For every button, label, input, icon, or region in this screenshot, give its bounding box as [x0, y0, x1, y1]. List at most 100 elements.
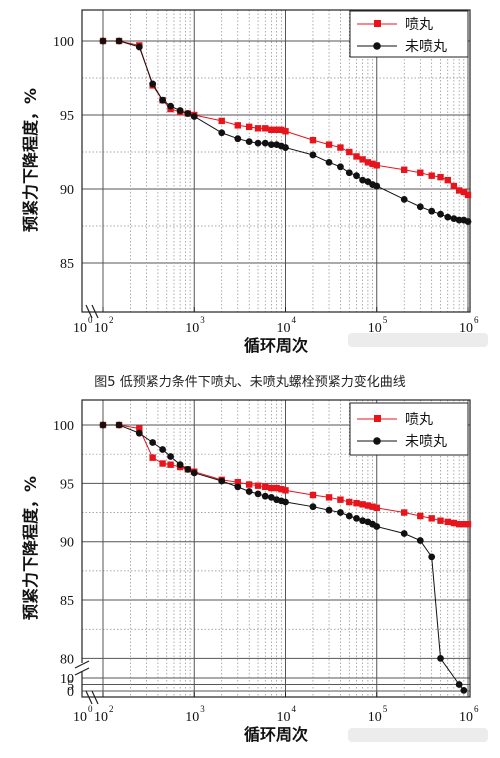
y-tick-label: 10: [60, 672, 74, 687]
data-point-square: [337, 496, 344, 503]
x-tick-exponent: 3: [200, 315, 205, 325]
chart-1-grid: [82, 10, 470, 312]
data-point-square: [437, 173, 444, 181]
data-point-circle: [149, 80, 157, 88]
data-point-circle: [245, 138, 253, 146]
data-point-circle: [234, 135, 242, 143]
y-tick-label: 95: [60, 477, 74, 492]
data-point-square: [364, 159, 372, 166]
chart-1-legend-box: [349, 10, 469, 58]
data-point-square: [149, 454, 156, 461]
data-point-circle: [325, 158, 333, 166]
data-point-circle: [190, 113, 198, 120]
data-point-circle: [437, 210, 444, 218]
watermark-blur-1: [348, 333, 488, 347]
x-tick-exponent: 3: [200, 704, 205, 714]
data-point-square: [167, 461, 174, 468]
data-point-square: [282, 487, 289, 494]
data-point-square: [282, 128, 289, 135]
data-point-square: [417, 512, 424, 520]
data-point-square: [278, 126, 285, 133]
x-tick-exponent: 4: [292, 704, 297, 714]
data-point-square: [309, 491, 317, 499]
data-point-square: [369, 160, 376, 168]
data-point-circle: [373, 182, 381, 190]
data-point-circle: [309, 151, 317, 159]
data-point-square: [369, 503, 376, 510]
data-point-circle: [159, 446, 167, 453]
y-tick-label: 90: [60, 536, 74, 551]
data-point-square: [254, 482, 262, 489]
data-point-circle: [345, 512, 353, 520]
x-tick-label: 10: [459, 710, 473, 725]
chart-2-y-axis-break: [74, 660, 90, 676]
data-point-circle: [218, 477, 226, 485]
data-point-circle: [176, 107, 184, 114]
legend-marker-square: [374, 20, 381, 27]
data-point-square: [346, 148, 353, 156]
data-point-square: [444, 518, 451, 526]
data-point-circle: [218, 129, 226, 137]
data-point-square: [268, 126, 275, 133]
chart-2-legend-label-shot: 喷丸: [405, 412, 433, 428]
data-point-square: [159, 460, 166, 467]
y-tick-label: 0: [67, 685, 74, 700]
data-point-circle: [437, 655, 444, 662]
data-point-circle: [359, 517, 367, 525]
x-tick-label: 10: [94, 710, 108, 725]
data-point-square: [450, 182, 458, 190]
data-point-square: [464, 191, 472, 199]
data-point-circle: [282, 144, 289, 151]
chart-1-legend-label-unshot: 未喷丸: [405, 39, 447, 55]
x-tick-exponent: 4: [292, 315, 297, 325]
data-point-circle: [309, 503, 317, 511]
x-tick-label: 10: [73, 710, 87, 725]
data-point-square: [428, 172, 435, 179]
data-point-square: [346, 498, 353, 506]
data-point-square: [337, 144, 344, 151]
data-point-circle: [450, 215, 458, 223]
chart-1-x-axis-title: 循环周次: [244, 336, 308, 355]
data-point-circle: [267, 493, 275, 501]
data-point-circle: [135, 429, 143, 437]
x-tick-label: 10: [277, 710, 291, 725]
x-tick-exponent: 2: [109, 315, 114, 325]
y-tick-label: 95: [60, 109, 74, 124]
x-tick-exponent: 0: [88, 315, 93, 325]
x-tick-exponent: 6: [474, 704, 479, 714]
x-tick-exponent: 5: [383, 315, 388, 325]
chart-2-frame: [81, 399, 471, 698]
data-point-circle: [167, 453, 174, 460]
data-point-circle: [345, 169, 353, 177]
data-point-square: [460, 188, 468, 196]
x-tick-exponent: 0: [88, 704, 93, 714]
data-point-circle: [416, 203, 424, 211]
data-point-square: [464, 520, 472, 528]
data-point-circle: [359, 176, 367, 184]
data-point-square: [262, 483, 269, 491]
chart-2-y-axis-title: 预紧力下降程度，%: [21, 476, 40, 620]
data-point-square: [455, 187, 463, 194]
data-point-circle: [99, 421, 107, 429]
data-point-circle: [176, 461, 184, 469]
data-point-square: [218, 117, 225, 125]
x-tick-label: 10: [368, 710, 382, 725]
data-point-square: [278, 485, 285, 493]
y-tick-label: 80: [60, 652, 74, 667]
data-point-circle: [325, 506, 333, 514]
x-tick-label: 10: [185, 710, 199, 725]
data-point-square: [273, 126, 280, 133]
data-point-square: [353, 153, 360, 160]
y-tick-label: 5: [67, 679, 74, 694]
data-point-circle: [428, 207, 436, 215]
figure-caption: 图5 低预紧力条件下喷丸、未喷丸螺栓预紧力变化曲线: [94, 374, 405, 390]
data-point-circle: [135, 43, 143, 51]
data-point-square: [325, 141, 333, 148]
data-point-circle: [149, 439, 157, 446]
data-point-square: [437, 517, 444, 524]
data-point-circle: [261, 139, 269, 147]
y-tick-label: 90: [60, 183, 74, 198]
data-point-circle: [159, 96, 167, 104]
data-point-square: [428, 515, 435, 522]
data-point-square: [455, 520, 463, 528]
